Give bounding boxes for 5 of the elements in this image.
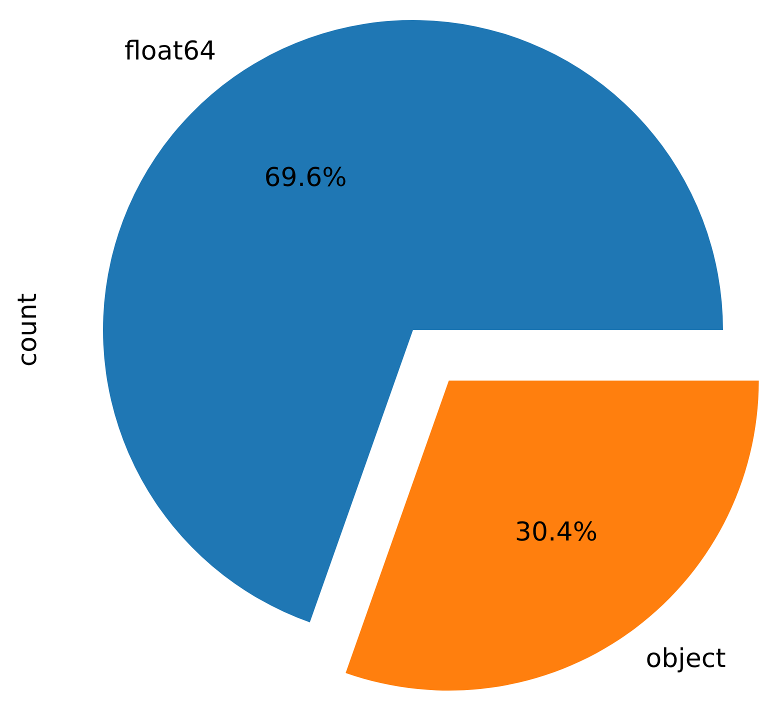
slice-label: object bbox=[646, 644, 726, 674]
data-label: 69.6% bbox=[264, 163, 347, 194]
text: count bbox=[13, 293, 43, 367]
slice-label: float64 bbox=[124, 36, 216, 67]
data-label: 30.4% bbox=[514, 517, 598, 548]
